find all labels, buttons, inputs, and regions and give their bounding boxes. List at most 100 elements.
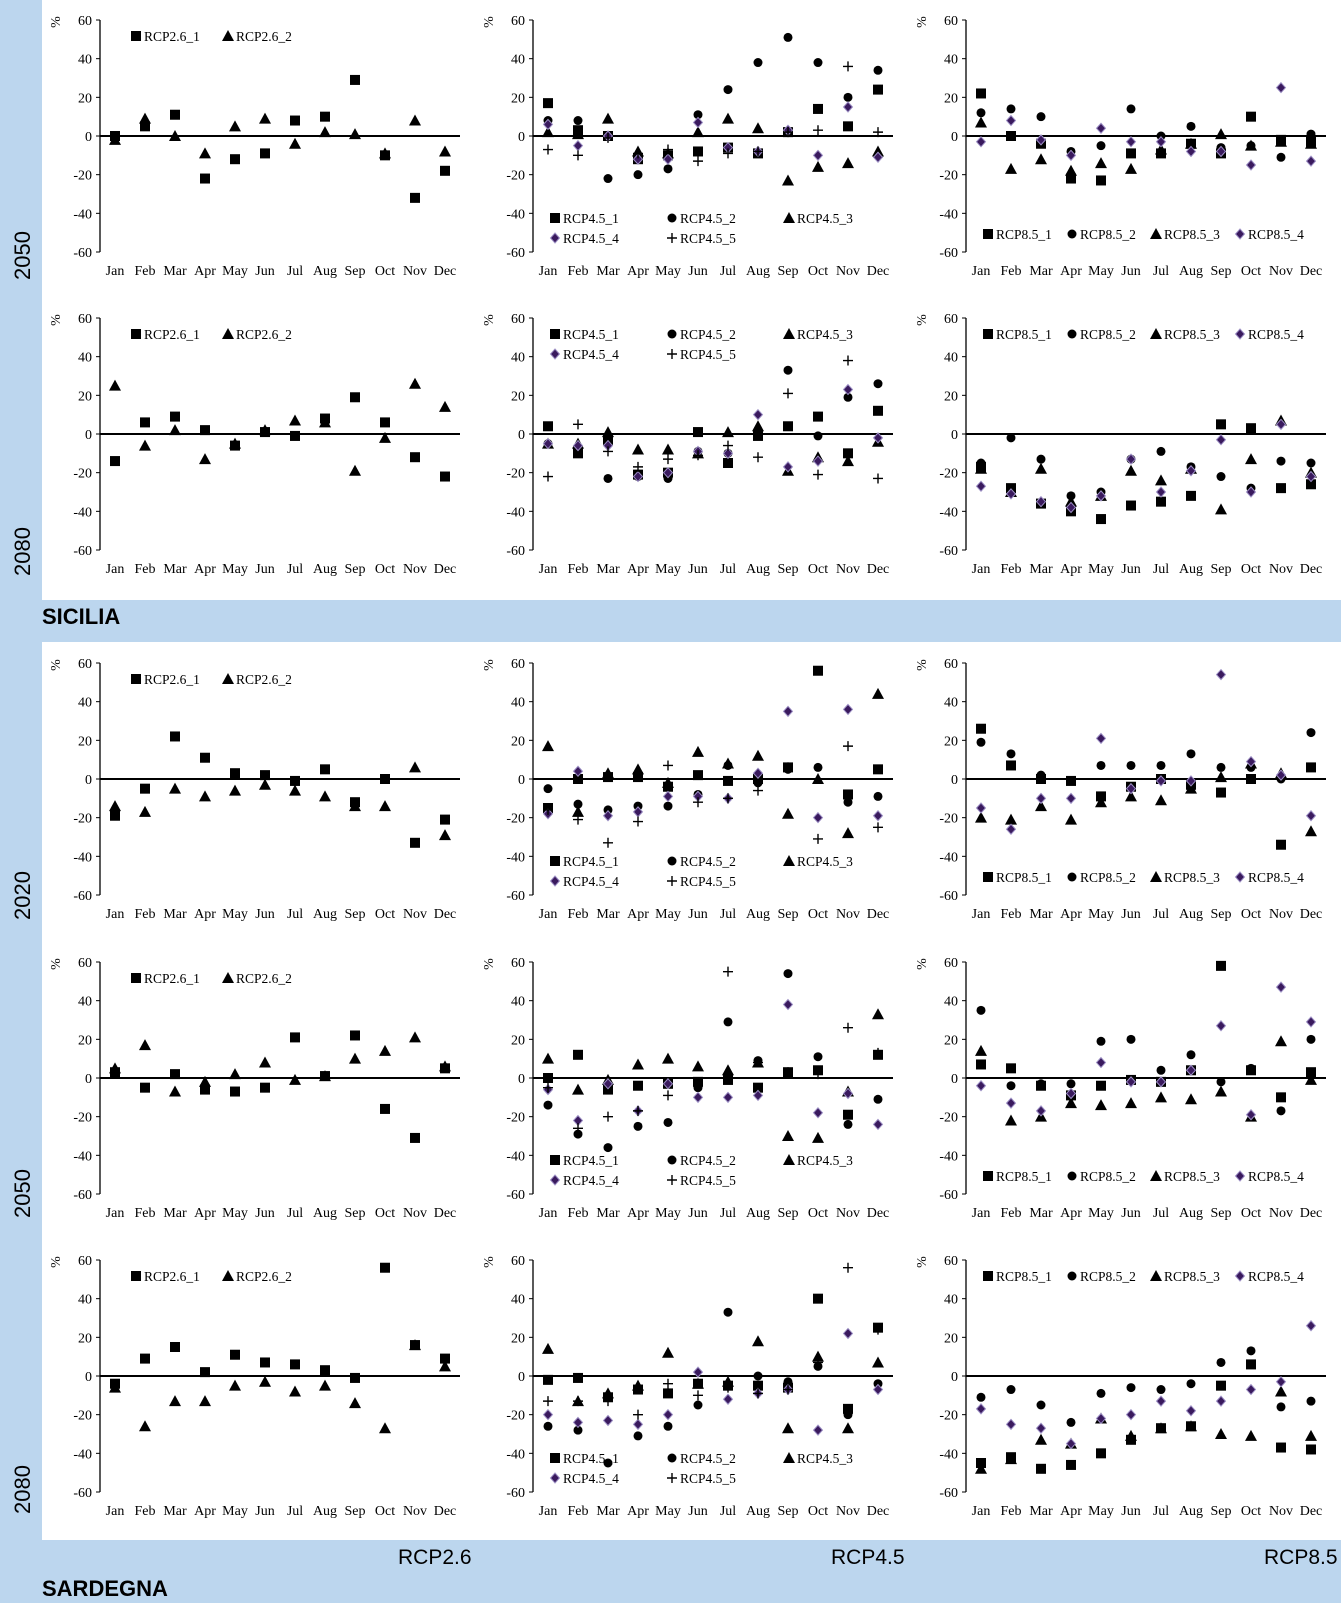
legend-label: RCP4.5_3	[797, 854, 853, 869]
diamond-marker	[1185, 775, 1197, 787]
square-marker	[873, 764, 883, 775]
y-tick-label: -20	[939, 1111, 958, 1126]
x-tick-label: Jan	[106, 1504, 125, 1519]
x-tick-label: Mar	[1029, 1504, 1053, 1519]
square-marker	[1186, 490, 1196, 501]
triangle-marker	[1065, 1097, 1077, 1109]
x-tick-label: Sep	[778, 264, 799, 279]
chart-sic-2080-rcp26: -60 -40 -20 0 20 40 60% Jan Feb Mar Apr May Jun Jul Au…	[49, 312, 460, 577]
x-tick-label: Dec	[867, 907, 890, 922]
x-tick-label: May	[655, 1206, 681, 1221]
square-marker	[200, 173, 210, 184]
diamond-marker	[542, 118, 554, 131]
legend-label: RCP4.5_1	[563, 211, 619, 226]
x-tick-label: Apr	[1060, 1206, 1082, 1221]
circle-marker	[843, 92, 853, 102]
triangle-marker	[975, 811, 987, 823]
x-tick-label: Jan	[106, 907, 125, 922]
x-tick-label: Nov	[403, 1504, 427, 1519]
circle-marker	[693, 110, 703, 120]
legend-label: RCP4.5_2	[680, 1153, 736, 1168]
circle-marker	[663, 1117, 673, 1127]
triangle-marker	[439, 1060, 451, 1072]
circle-marker	[976, 1392, 986, 1402]
circle-marker	[976, 737, 986, 747]
y-tick-label: 0	[85, 428, 92, 443]
legend: RCP2.6_1 RCP2.6_2	[131, 971, 292, 986]
diamond-marker	[1245, 1383, 1257, 1396]
x-tick-label: Jul	[720, 1504, 736, 1519]
x-tick-label: Nov	[1269, 1504, 1293, 1519]
y-tick-label: -40	[73, 850, 92, 865]
triangle-marker	[872, 687, 884, 699]
triangle-marker	[1245, 139, 1257, 151]
square-marker	[1246, 774, 1256, 784]
series-RCP4.5_3	[542, 1008, 884, 1143]
x-tick-label: May	[222, 562, 248, 577]
triangle-marker	[872, 1008, 884, 1020]
diamond-marker	[1305, 470, 1317, 483]
y-axis-label: %	[915, 314, 930, 326]
square-marker	[1216, 1380, 1226, 1391]
triangle-marker	[1245, 1429, 1257, 1441]
legend-circle-marker	[1067, 1171, 1077, 1181]
circle-marker	[1126, 104, 1136, 114]
diamond-marker	[1275, 81, 1287, 94]
square-marker	[693, 770, 703, 781]
x-tick-label: Feb	[568, 907, 589, 922]
legend: RCP8.5_1 RCP8.5_2 RCP8.5_3 RCP8.5_4	[983, 227, 1304, 242]
y-tick-label: -60	[939, 889, 958, 904]
diamond-marker	[1095, 122, 1107, 135]
plus-marker	[783, 762, 793, 773]
x-tick-label: May	[1088, 907, 1114, 922]
legend-diamond-marker	[549, 1472, 561, 1484]
x-tick-label: Feb	[568, 1206, 589, 1221]
x-tick-label: May	[655, 907, 681, 922]
diamond-marker	[572, 765, 584, 778]
region-label-sicilia: SICILIA	[42, 604, 121, 629]
diamond-marker	[692, 1091, 704, 1104]
square-marker	[170, 1342, 180, 1352]
diamond-marker	[662, 790, 674, 803]
x-tick-label: May	[1088, 1206, 1114, 1221]
triangle-marker	[722, 112, 734, 124]
series-RCP4.5_5	[543, 1262, 883, 1420]
y-tick-label: -40	[506, 505, 525, 520]
y-tick-label: -40	[73, 1149, 92, 1164]
diamond-marker	[782, 461, 794, 473]
circle-marker	[976, 108, 986, 118]
x-tick-label: Jul	[1153, 1504, 1169, 1519]
plus-marker	[573, 1396, 583, 1407]
square-marker	[783, 421, 793, 432]
diamond-marker	[1005, 1097, 1017, 1109]
legend-plus-marker	[667, 1175, 677, 1185]
series-RCP8.5_4	[975, 668, 1317, 836]
x-tick-label: May	[655, 264, 681, 279]
diamond-marker	[632, 1418, 644, 1431]
y-tick-label: 60	[511, 14, 525, 29]
y-tick-label: 0	[951, 1072, 958, 1087]
x-tick-label: Nov	[836, 264, 860, 279]
square-marker	[543, 1073, 553, 1083]
x-tick-label: Jan	[972, 264, 991, 279]
series-RCP4.5_1	[543, 665, 883, 813]
square-marker	[813, 1293, 823, 1304]
triangle-marker	[229, 1379, 241, 1391]
square-marker	[873, 405, 883, 416]
circle-marker	[813, 762, 823, 772]
legend-triangle-marker	[222, 1270, 234, 1281]
chart-sic-2080-rcp45: -60 -40 -20 0 20 40 60% Jan Feb Mar Apr May Jun Jul Au…	[482, 312, 893, 577]
diamond-marker	[1215, 668, 1227, 681]
y-tick-label: 40	[78, 696, 92, 711]
diamond-marker	[1095, 490, 1107, 502]
circle-marker	[976, 1005, 986, 1015]
circle-marker	[1066, 776, 1076, 786]
plus-marker	[873, 473, 883, 484]
legend-label: RCP2.6_1	[144, 1269, 200, 1284]
triangle-marker	[1215, 128, 1227, 140]
series-RCP2.6_1	[110, 1030, 450, 1143]
square-marker	[1216, 787, 1226, 798]
x-tick-label: Jul	[720, 1206, 736, 1221]
circle-marker	[873, 1379, 883, 1389]
triangle-marker	[842, 1422, 854, 1434]
